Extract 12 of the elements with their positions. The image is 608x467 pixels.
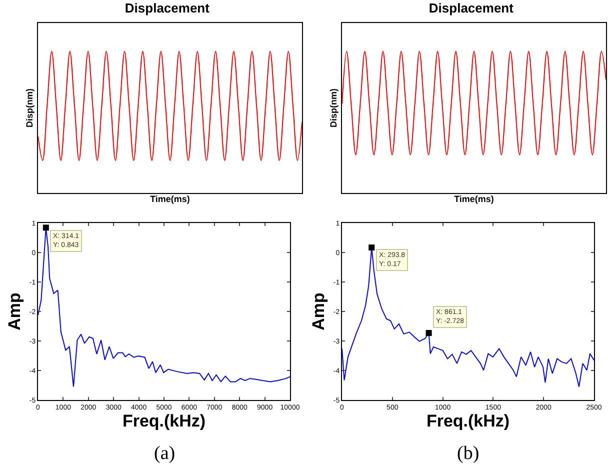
chart-title: Displacement [124,0,210,16]
x-axis-title: Freq.(kHz) [122,411,206,430]
y-axis-title: Disp(nm) [328,88,338,128]
y-axis-title: Amp [4,292,24,330]
x-axis-title: Time(ms) [150,194,190,204]
x-axis-title: Time(ms) [454,194,494,204]
text: (b) [457,443,480,464]
x-axis-title: Freq.(kHz) [426,411,510,430]
chart-title: Displacement [428,0,514,16]
y-axis-title: Disp(nm) [24,88,34,128]
y-axis-title: Amp [308,292,328,330]
text: (a) [154,443,176,464]
